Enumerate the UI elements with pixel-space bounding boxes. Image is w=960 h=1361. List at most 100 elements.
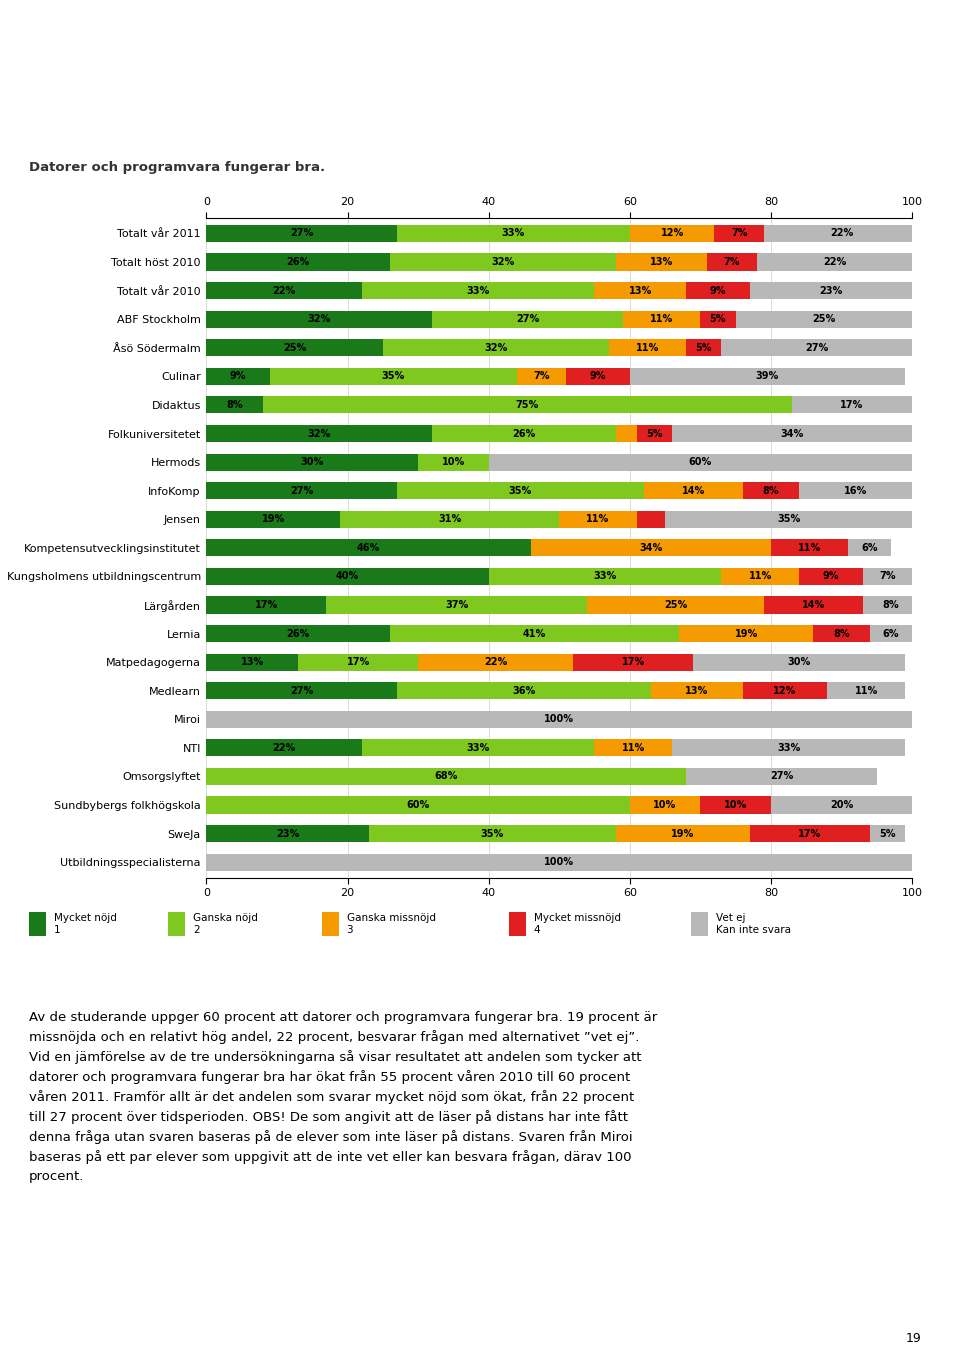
Text: 60%: 60% (406, 800, 430, 810)
Bar (672, 739, 905, 757)
Text: 11%: 11% (749, 572, 772, 581)
Bar (390, 625, 679, 642)
Bar (263, 396, 792, 414)
Bar (206, 453, 419, 471)
Bar (771, 539, 849, 557)
Bar (206, 768, 686, 785)
Bar (743, 682, 828, 700)
Text: 68%: 68% (435, 772, 458, 781)
Text: Ganska missnöjd
3: Ganska missnöjd 3 (347, 913, 436, 935)
Bar (828, 682, 905, 700)
Bar (630, 225, 714, 242)
Text: 100%: 100% (544, 715, 574, 724)
Bar (665, 510, 912, 528)
Text: 6%: 6% (882, 629, 900, 638)
Text: 11%: 11% (587, 514, 610, 524)
Text: Datorer och programvara fungerar bra.: Datorer och programvara fungerar bra. (29, 161, 324, 174)
Bar (362, 739, 594, 757)
Text: 5%: 5% (646, 429, 662, 438)
Bar (630, 367, 905, 385)
Bar (644, 482, 743, 499)
Text: 17%: 17% (840, 400, 864, 410)
Bar (799, 482, 912, 499)
Text: 13%: 13% (685, 686, 708, 695)
Bar (299, 653, 419, 671)
Bar (594, 282, 686, 299)
Text: Mycket nöjd
1: Mycket nöjd 1 (54, 913, 116, 935)
Text: 17%: 17% (798, 829, 822, 838)
Text: 7%: 7% (534, 372, 550, 381)
Text: 23%: 23% (276, 829, 300, 838)
Bar (735, 310, 912, 328)
Bar (206, 710, 912, 728)
Bar (341, 510, 559, 528)
Bar (651, 682, 743, 700)
Bar (686, 339, 722, 357)
Bar (771, 796, 912, 814)
Bar (206, 510, 341, 528)
Bar (636, 425, 672, 442)
Text: 35%: 35% (481, 829, 504, 838)
Bar (792, 396, 912, 414)
Text: 75%: 75% (516, 400, 540, 410)
Bar (679, 625, 813, 642)
Bar (206, 367, 270, 385)
Bar (206, 739, 362, 757)
Bar (686, 768, 876, 785)
Bar (326, 596, 588, 614)
Bar (708, 253, 756, 271)
Bar (206, 539, 531, 557)
Bar (722, 568, 799, 585)
Text: 5%: 5% (879, 829, 896, 838)
Text: 27%: 27% (770, 772, 793, 781)
Text: 8%: 8% (833, 629, 850, 638)
Text: 9%: 9% (823, 572, 839, 581)
Text: 6%: 6% (861, 543, 877, 553)
Bar (206, 796, 630, 814)
Bar (559, 510, 636, 528)
Text: 35%: 35% (777, 514, 800, 524)
Text: 13%: 13% (241, 657, 264, 667)
Bar (630, 796, 700, 814)
Text: 5%: 5% (696, 343, 712, 352)
Text: 27%: 27% (290, 686, 313, 695)
Bar (489, 453, 912, 471)
Bar (531, 539, 771, 557)
Text: 7%: 7% (731, 229, 748, 238)
Bar (396, 682, 651, 700)
Bar (206, 653, 299, 671)
Bar (636, 510, 665, 528)
Bar (362, 282, 594, 299)
Text: 19: 19 (906, 1331, 922, 1345)
Text: 11%: 11% (650, 314, 673, 324)
Bar (516, 367, 566, 385)
Text: 34%: 34% (639, 543, 662, 553)
Text: 32%: 32% (307, 429, 331, 438)
Bar (870, 625, 912, 642)
Text: 31%: 31% (438, 514, 462, 524)
Text: 22%: 22% (829, 229, 853, 238)
Text: Vet ej
Kan inte svara: Vet ej Kan inte svara (716, 913, 791, 935)
Text: 32%: 32% (307, 314, 331, 324)
Text: 7%: 7% (724, 257, 740, 267)
Text: 22%: 22% (273, 743, 296, 753)
Text: 17%: 17% (254, 600, 278, 610)
Bar (615, 253, 708, 271)
Text: 13%: 13% (629, 286, 652, 295)
Bar (206, 282, 362, 299)
Bar (206, 253, 390, 271)
Text: 8%: 8% (227, 400, 243, 410)
Text: 22%: 22% (823, 257, 846, 267)
Bar (369, 825, 615, 842)
Text: 100%: 100% (544, 857, 574, 867)
Text: 34%: 34% (780, 429, 804, 438)
Bar (206, 425, 432, 442)
Text: 22%: 22% (484, 657, 507, 667)
Bar (206, 596, 326, 614)
Text: 13%: 13% (650, 257, 673, 267)
Text: 22%: 22% (273, 286, 296, 295)
Bar (870, 825, 905, 842)
Text: 36%: 36% (513, 686, 536, 695)
Bar (672, 425, 912, 442)
Text: 11%: 11% (636, 343, 659, 352)
